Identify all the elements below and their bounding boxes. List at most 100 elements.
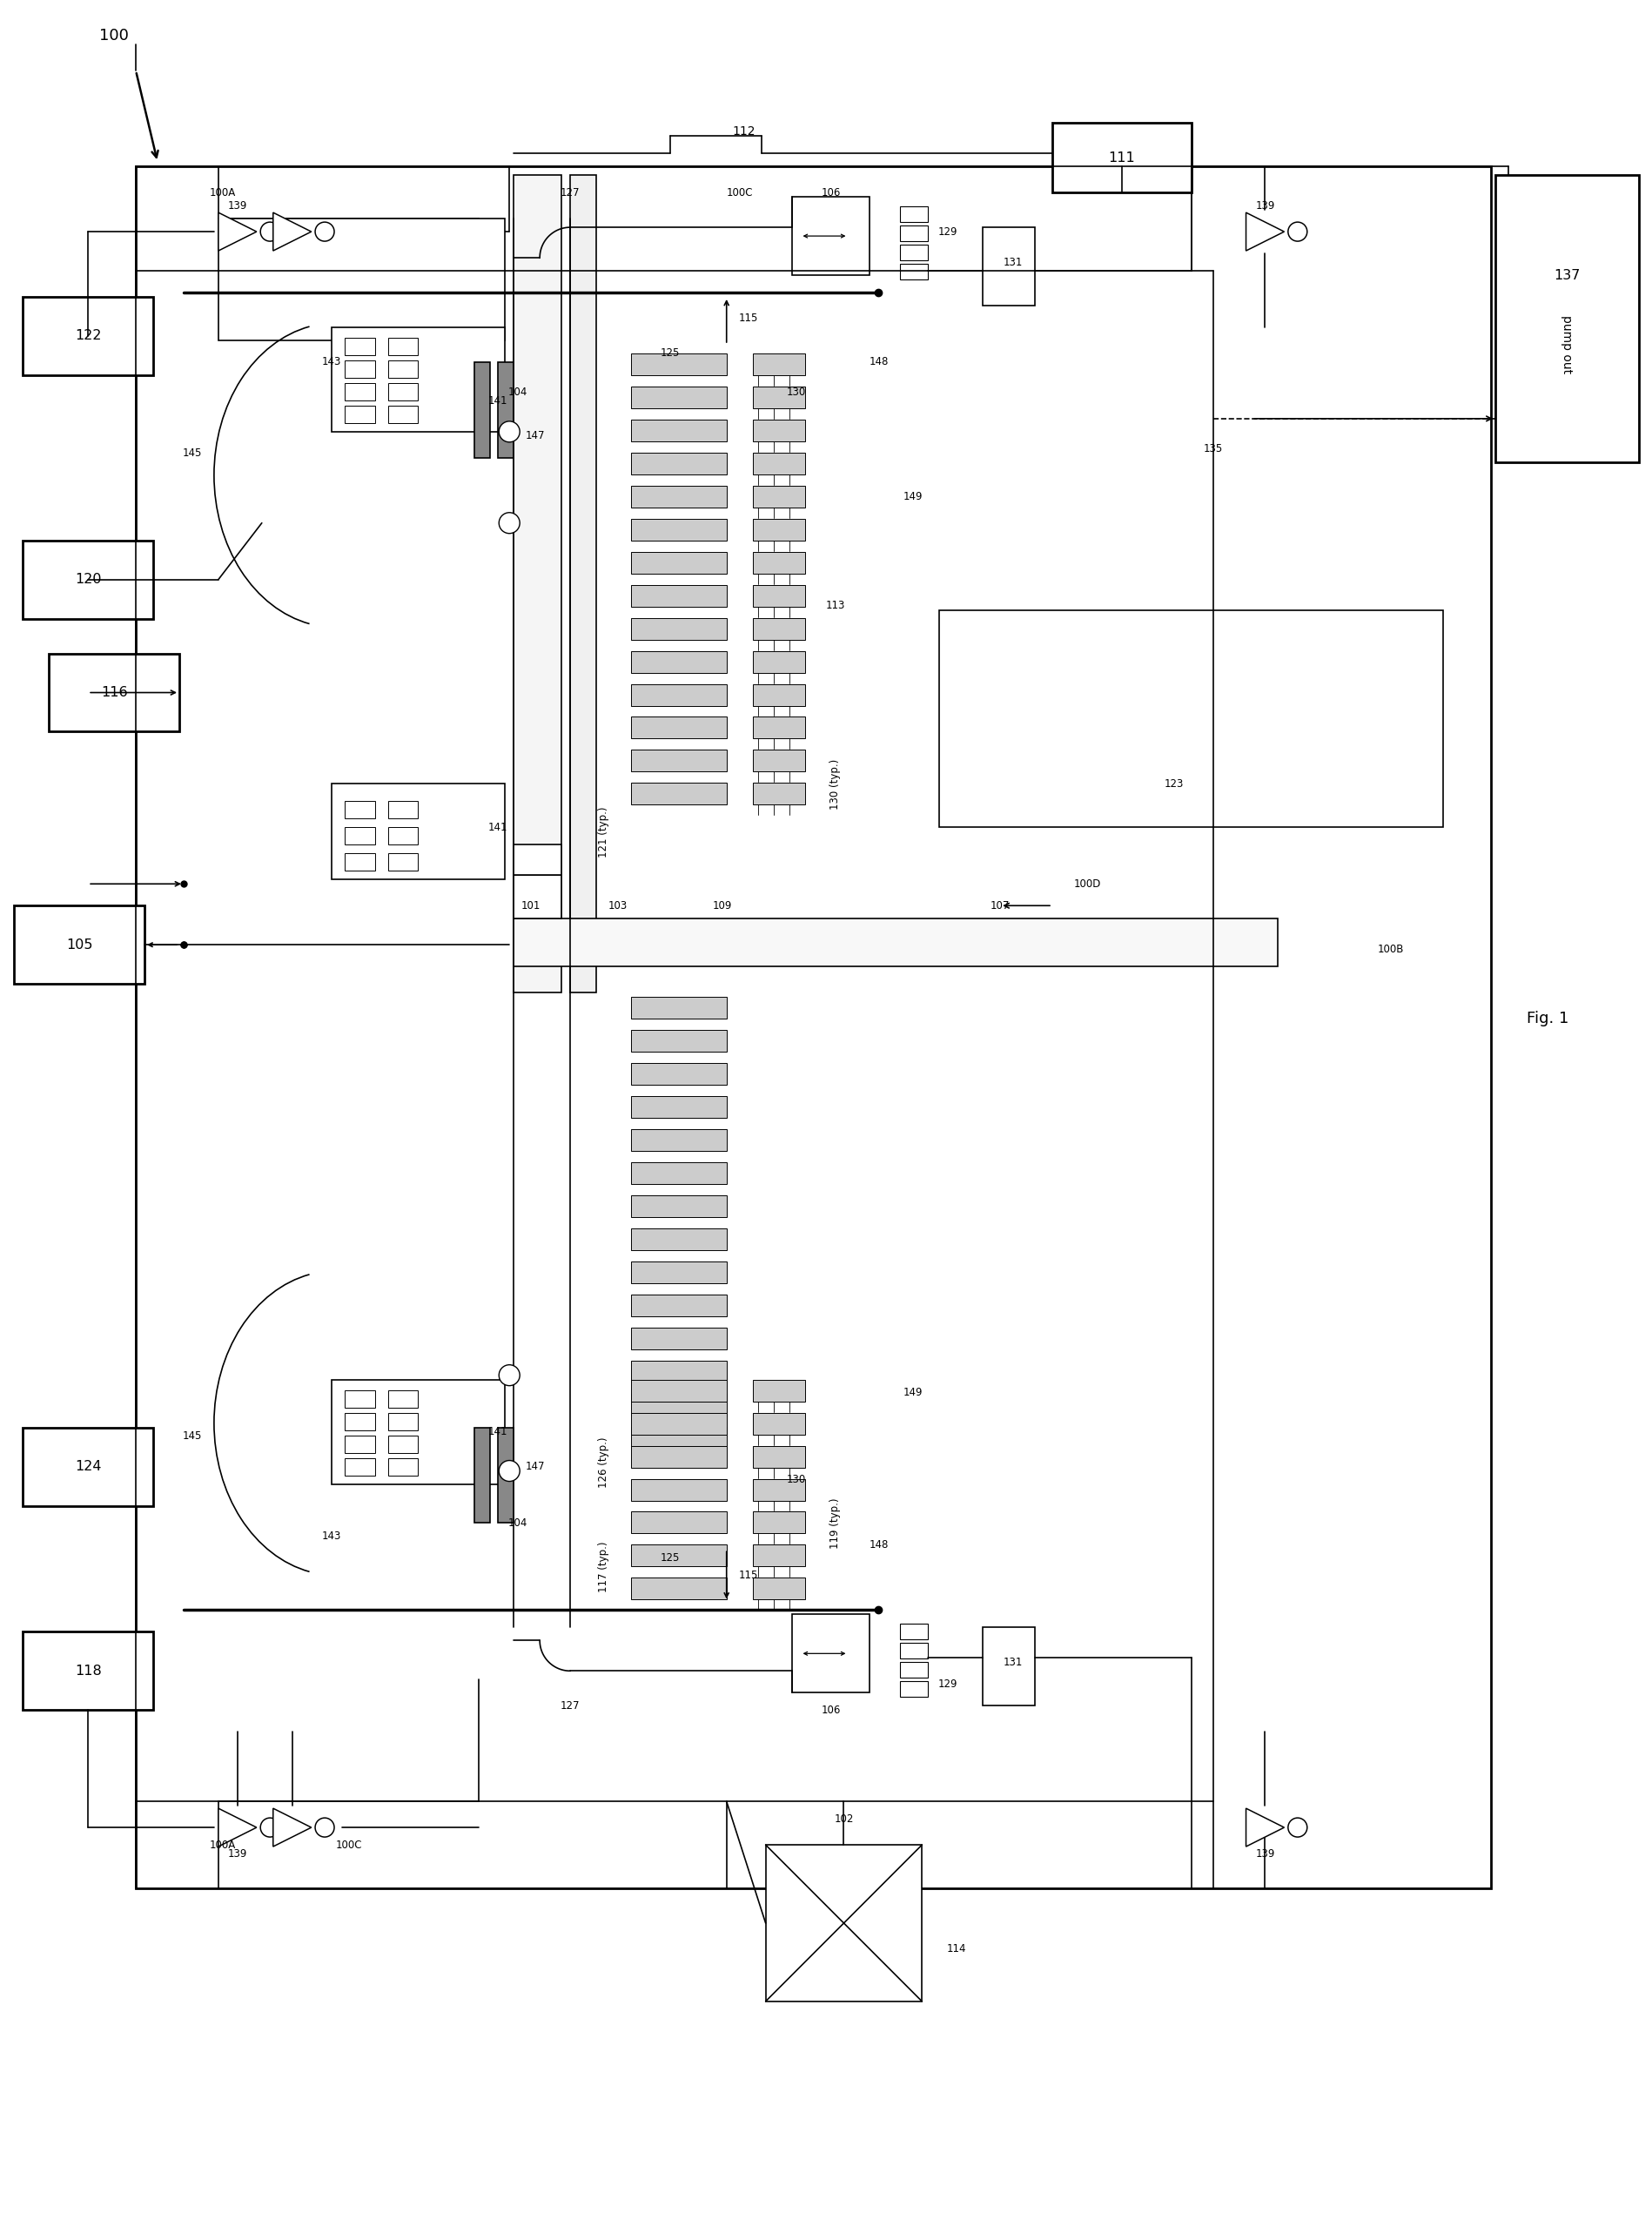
Circle shape — [499, 1461, 519, 1481]
Text: 104: 104 — [509, 1518, 527, 1530]
Bar — [1052, 122, 1191, 193]
Text: 109: 109 — [712, 899, 732, 910]
Text: 125: 125 — [661, 349, 679, 360]
Bar — [631, 617, 727, 639]
Bar — [631, 1294, 727, 1316]
Bar — [752, 420, 805, 442]
Bar — [900, 1643, 927, 1658]
Bar — [752, 553, 805, 573]
Bar — [344, 1436, 375, 1452]
Text: 123: 123 — [1163, 779, 1183, 790]
Bar — [344, 406, 375, 424]
Bar — [752, 1412, 805, 1434]
Circle shape — [499, 1365, 519, 1385]
Bar — [514, 175, 562, 992]
Text: 107: 107 — [990, 899, 1009, 910]
Bar — [344, 828, 375, 846]
Bar — [23, 539, 154, 619]
Bar — [752, 1512, 805, 1534]
Bar — [218, 218, 506, 340]
Bar — [514, 919, 1277, 966]
Bar — [791, 198, 869, 275]
Bar — [631, 1130, 727, 1150]
Bar — [900, 226, 927, 242]
Text: 143: 143 — [322, 1530, 340, 1541]
Bar — [344, 852, 375, 870]
Text: 124: 124 — [74, 1461, 101, 1474]
Bar — [631, 1512, 727, 1534]
Bar — [752, 584, 805, 606]
Text: 105: 105 — [66, 939, 93, 952]
Bar — [23, 1632, 154, 1709]
Text: 147: 147 — [525, 1461, 545, 1472]
Text: 127: 127 — [560, 186, 580, 198]
Text: 100: 100 — [99, 29, 129, 44]
Bar — [631, 486, 727, 508]
Text: 131: 131 — [1003, 1656, 1023, 1667]
Text: 126 (typ.): 126 (typ.) — [598, 1436, 610, 1487]
Bar — [631, 519, 727, 539]
Bar — [631, 997, 727, 1019]
Polygon shape — [1246, 213, 1284, 251]
Bar — [900, 1625, 927, 1641]
Bar — [1495, 175, 1637, 462]
Circle shape — [1287, 222, 1307, 242]
Text: 141: 141 — [487, 1425, 507, 1436]
Circle shape — [261, 222, 279, 242]
Bar — [900, 244, 927, 260]
Bar — [752, 1545, 805, 1567]
Text: 113: 113 — [824, 599, 844, 610]
Bar — [344, 360, 375, 377]
Text: 104: 104 — [509, 386, 527, 397]
Text: 139: 139 — [228, 1847, 248, 1858]
Text: 100A: 100A — [210, 186, 236, 198]
Text: 143: 143 — [322, 357, 340, 369]
Bar — [23, 297, 154, 375]
Text: 130: 130 — [786, 386, 805, 397]
Text: pump out: pump out — [1559, 315, 1573, 373]
Bar — [631, 1063, 727, 1086]
Bar — [135, 166, 1490, 1889]
Text: 100A: 100A — [210, 1838, 236, 1851]
Bar — [388, 384, 418, 400]
Text: 147: 147 — [525, 431, 545, 442]
Bar — [752, 486, 805, 508]
Bar — [388, 406, 418, 424]
Bar — [388, 828, 418, 846]
Text: 130: 130 — [786, 1474, 805, 1485]
Circle shape — [499, 422, 519, 442]
Text: 100C: 100C — [335, 1838, 362, 1851]
Bar — [344, 1390, 375, 1407]
Bar — [388, 801, 418, 819]
Bar — [752, 1479, 805, 1501]
Text: 139: 139 — [1256, 1847, 1274, 1858]
Text: 100C: 100C — [725, 186, 752, 198]
Bar — [765, 1845, 922, 2002]
Bar — [388, 337, 418, 355]
Bar — [631, 1194, 727, 1217]
Bar — [344, 1412, 375, 1430]
Text: 101: 101 — [520, 899, 540, 910]
Bar — [631, 1163, 727, 1183]
Text: 130 (typ.): 130 (typ.) — [829, 759, 841, 810]
Bar — [474, 1427, 491, 1523]
Bar — [631, 1261, 727, 1283]
Circle shape — [261, 1818, 279, 1836]
Text: 120: 120 — [74, 573, 101, 586]
Polygon shape — [1246, 1809, 1284, 1847]
Bar — [631, 420, 727, 442]
Polygon shape — [273, 1809, 311, 1847]
Bar — [752, 650, 805, 673]
Bar — [631, 1328, 727, 1350]
Bar — [631, 1545, 727, 1567]
Text: 141: 141 — [487, 395, 507, 406]
Bar — [388, 852, 418, 870]
Text: 116: 116 — [101, 686, 127, 699]
Bar — [344, 384, 375, 400]
Bar — [631, 1412, 727, 1434]
Bar — [631, 784, 727, 806]
Bar — [514, 846, 562, 875]
Bar — [474, 362, 491, 457]
Bar — [631, 1578, 727, 1601]
Text: 112: 112 — [732, 127, 755, 138]
